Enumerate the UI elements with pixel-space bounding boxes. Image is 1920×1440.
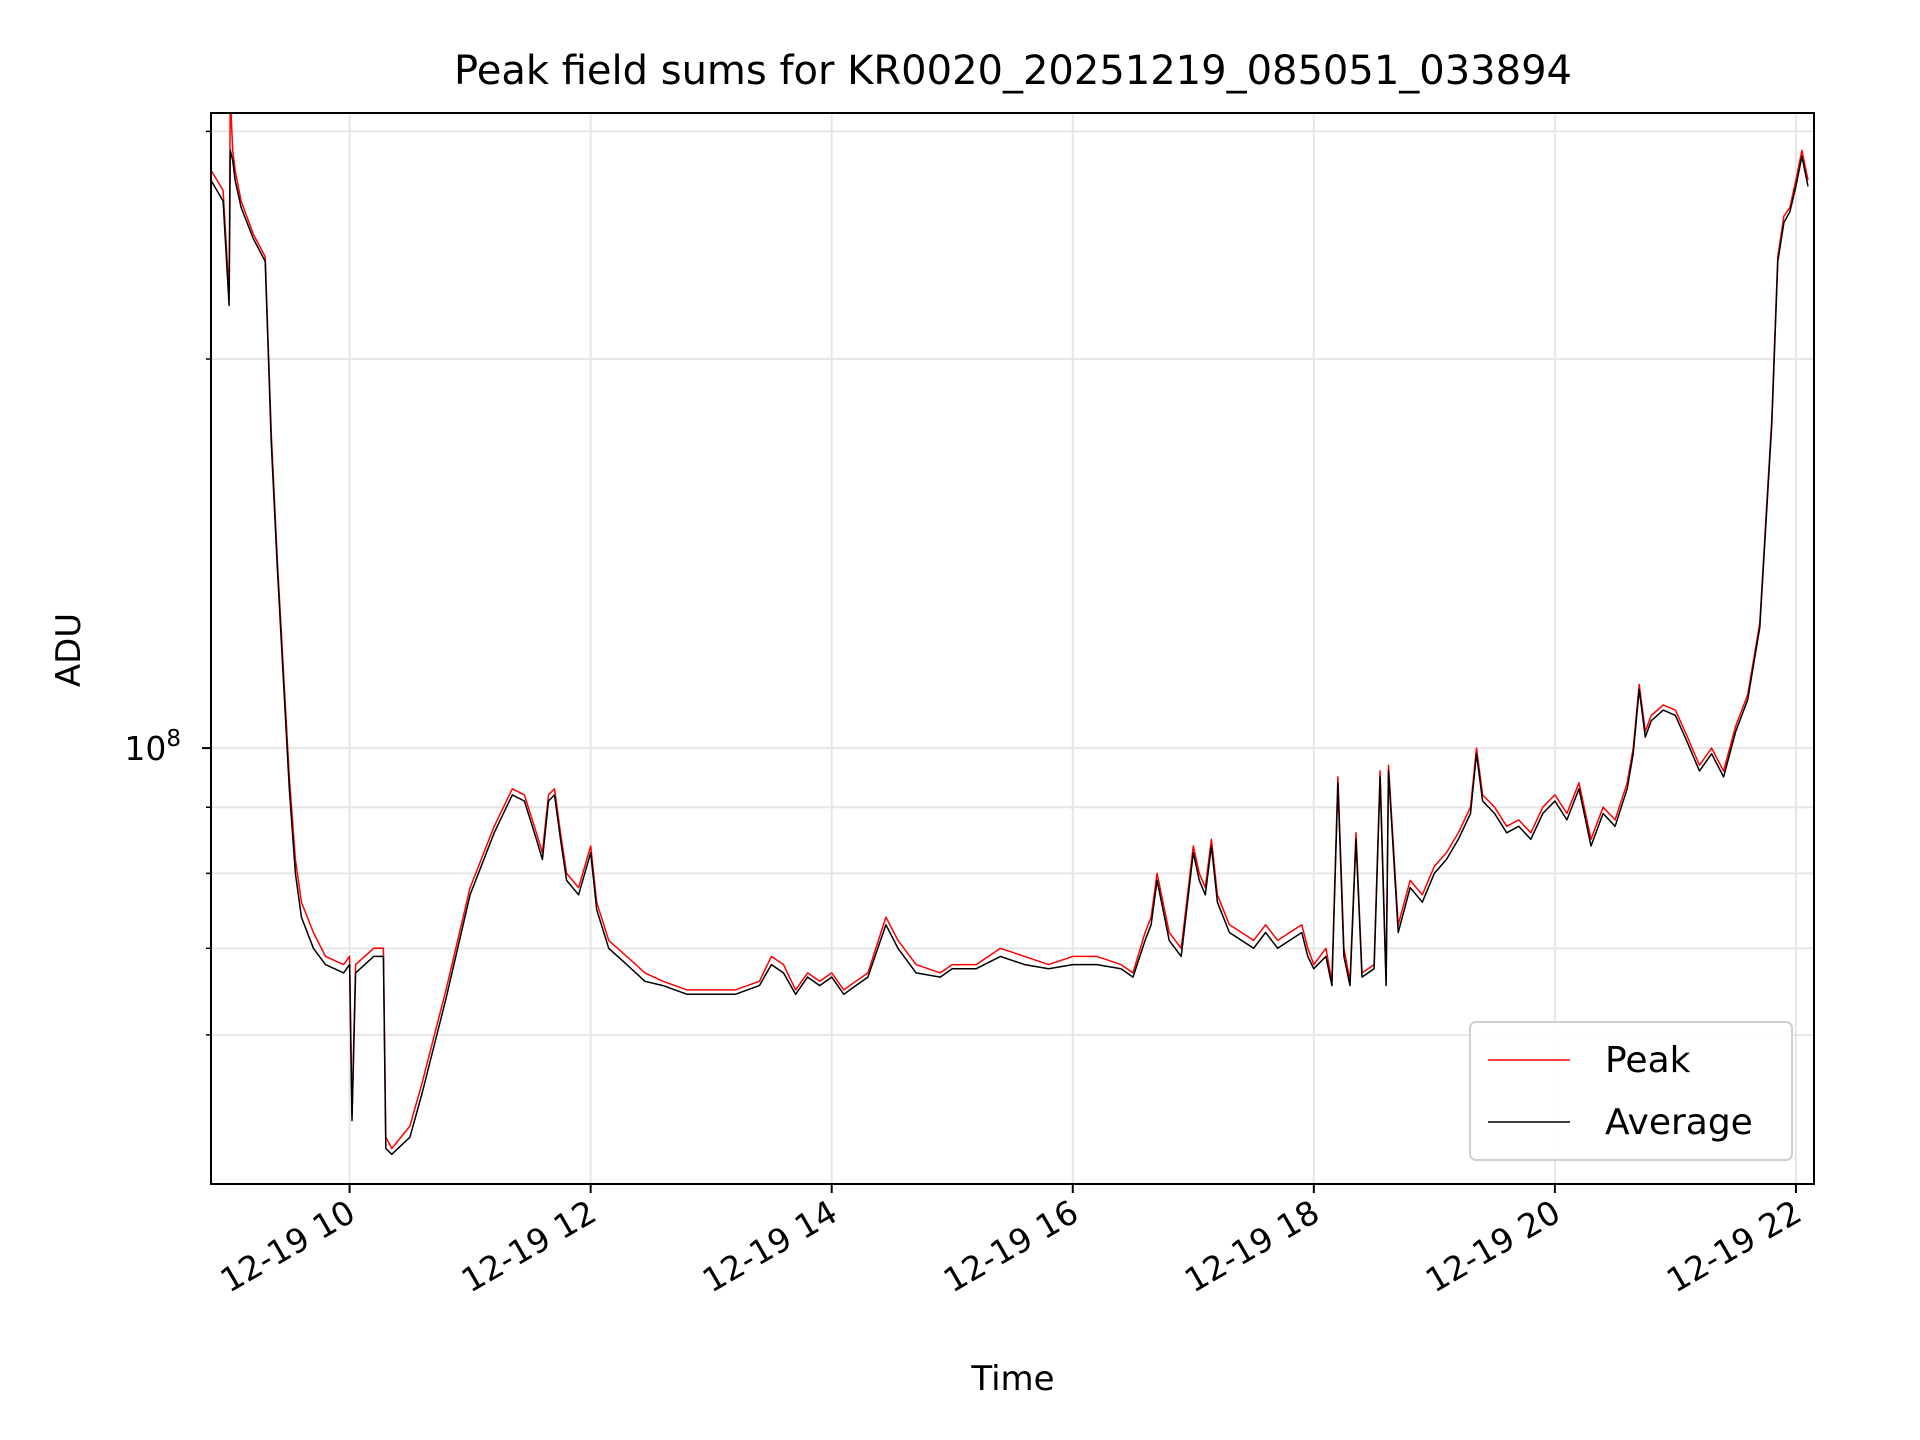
plot-frame — [210, 112, 1815, 1185]
series-line-peak — [211, 113, 1809, 1150]
y-axis-label: ADU — [49, 613, 89, 687]
y-axis: 108 — [124, 130, 211, 1036]
legend-frame — [1469, 1021, 1793, 1161]
grid — [211, 113, 1814, 1184]
series-line-average — [211, 149, 1809, 1156]
chart-title: Peak field sums for KR0020_20251219_0850… — [454, 48, 1572, 94]
legend-peak-label: Peak — [1605, 1040, 1691, 1081]
x-axis-label: Time — [970, 1359, 1054, 1399]
legend-average-label: Average — [1605, 1102, 1753, 1143]
legend: Peak Average — [1469, 1021, 1793, 1161]
y-tick-label: 108 — [124, 726, 181, 768]
series-layer — [211, 113, 1809, 1156]
